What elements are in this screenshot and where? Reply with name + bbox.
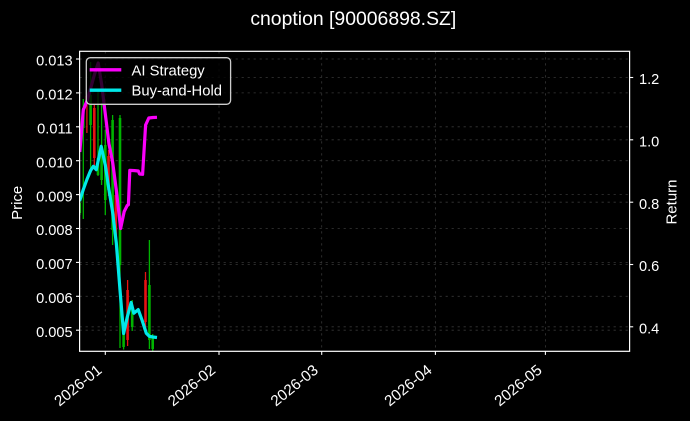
svg-text:cnoption [90006898.SZ]: cnoption [90006898.SZ]	[250, 8, 456, 30]
svg-text:0.6: 0.6	[639, 259, 659, 275]
svg-text:0.005: 0.005	[36, 325, 73, 341]
svg-text:0.013: 0.013	[36, 54, 73, 70]
svg-text:0.007: 0.007	[36, 257, 73, 273]
svg-text:0.012: 0.012	[36, 88, 73, 104]
svg-text:Return: Return	[664, 179, 681, 224]
svg-text:0.011: 0.011	[37, 122, 72, 138]
svg-text:Buy-and-Hold: Buy-and-Hold	[132, 84, 222, 100]
svg-text:1.2: 1.2	[639, 72, 659, 88]
svg-text:0.4: 0.4	[639, 322, 659, 338]
svg-text:0.006: 0.006	[36, 291, 73, 307]
svg-text:0.009: 0.009	[36, 189, 73, 205]
svg-text:0.008: 0.008	[36, 223, 73, 239]
svg-text:Price: Price	[9, 186, 26, 220]
svg-text:0.8: 0.8	[639, 197, 659, 213]
svg-text:1.0: 1.0	[639, 135, 659, 151]
svg-text:AI Strategy: AI Strategy	[132, 63, 206, 79]
svg-text:0.010: 0.010	[36, 155, 73, 171]
